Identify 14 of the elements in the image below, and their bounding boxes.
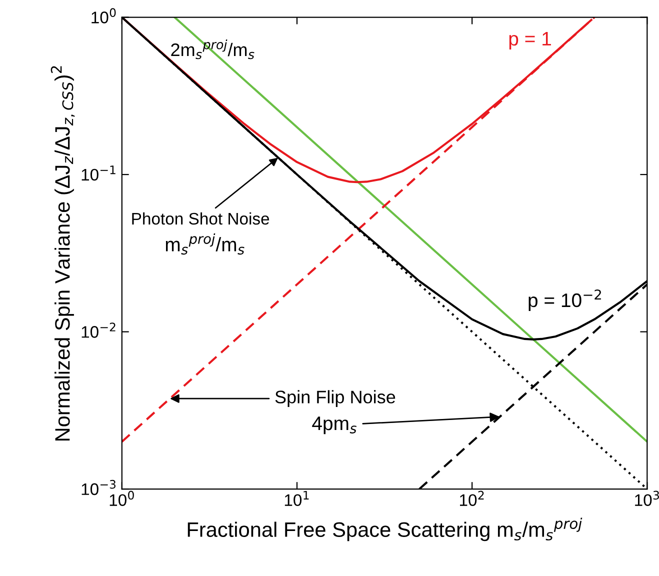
y-axis-title: Normalized Spin Variance (ΔJ$_{z}$/ΔJ$_{z,CSS}$)$^{2}$	[50, 66, 75, 441]
annotation: p = 10$^{−2}$	[528, 289, 601, 312]
x-tick-label: 10$^{2}$	[460, 490, 484, 506]
y-tick-label: 10$^{−2}$	[82, 322, 116, 338]
annotation: m$_{s}$$^{proj}$/m$_{s}$	[166, 233, 244, 255]
x-axis-title: Fractional Free Space Scattering m$_{s}$/m$_{s}$$^{proj}$	[188, 518, 582, 542]
y-tick-label: 10$^{0}$	[92, 8, 116, 24]
annotation: Spin Flip Noise	[275, 390, 396, 407]
y-tick-label: 10$^{−1}$	[82, 166, 116, 181]
annotation: p = 1	[509, 32, 551, 50]
annotation: Photon Shot Noise	[132, 212, 270, 225]
x-tick-label: 10$^{1}$	[284, 490, 309, 506]
x-tick-label: 10$^{3}$	[635, 490, 659, 506]
annotation: 4pm$_{s}$	[312, 416, 356, 434]
